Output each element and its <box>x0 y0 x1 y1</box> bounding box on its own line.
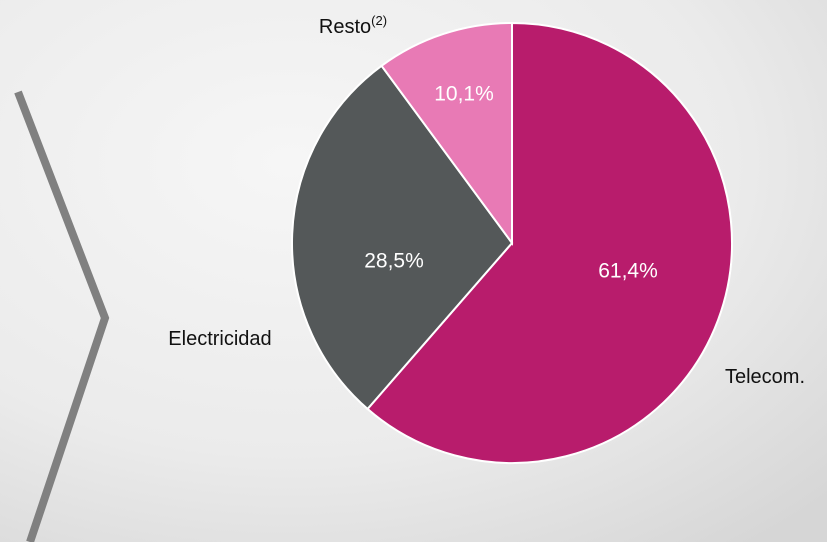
pie <box>291 21 733 464</box>
category-name: Resto <box>319 16 371 38</box>
value-label: 10,1% <box>434 83 494 106</box>
category-label: Resto(2) <box>319 13 387 38</box>
category-name: Electricidad <box>168 328 271 350</box>
category-label: Electricidad <box>168 328 271 350</box>
chevron <box>14 90 110 542</box>
pie-slice <box>380 21 513 247</box>
category-name: Telecom. <box>725 366 805 388</box>
value-label: 61,4% <box>598 260 658 283</box>
pie-slice <box>366 21 733 464</box>
value-label: 28,5% <box>364 250 424 273</box>
category-label: Telecom. <box>725 366 805 388</box>
category-superscript: (2) <box>371 13 387 28</box>
pie-slice <box>291 64 514 411</box>
